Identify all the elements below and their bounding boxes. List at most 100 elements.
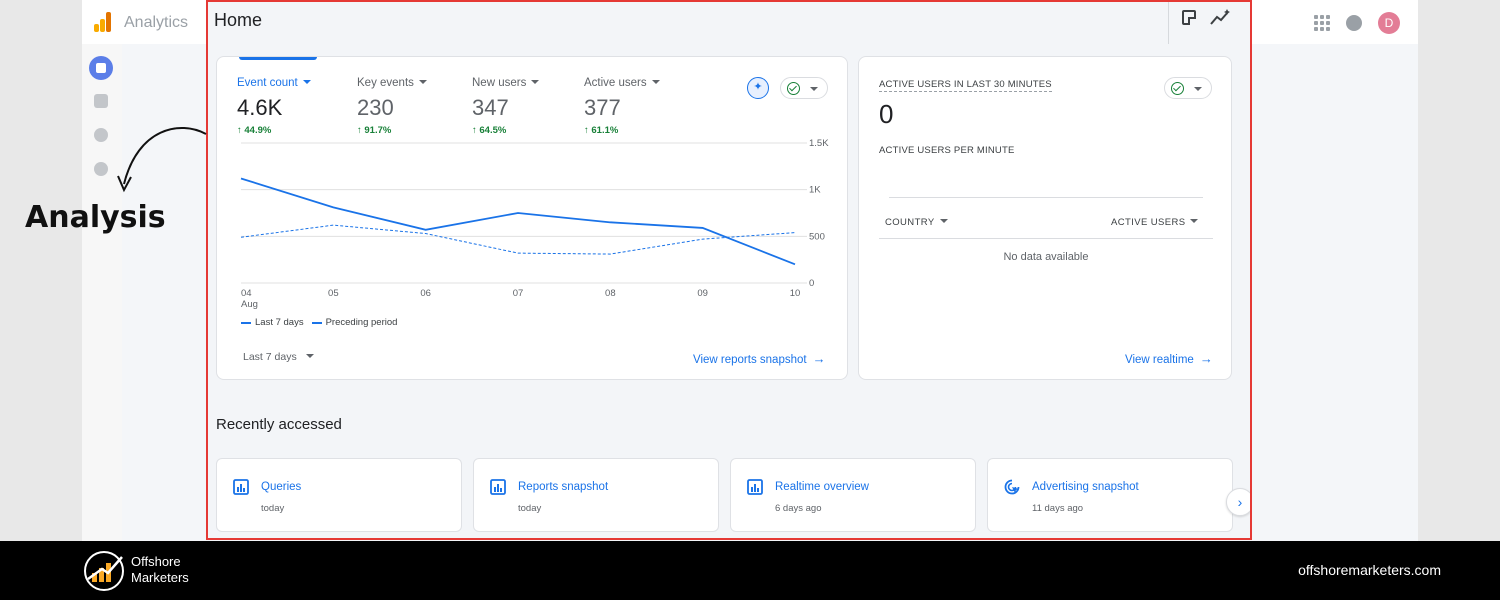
legend-item-current: Last 7 days xyxy=(241,317,304,328)
chevron-down-icon xyxy=(939,219,948,223)
x-tick-label: 08 xyxy=(605,288,616,299)
recently-accessed-title: Recently accessed xyxy=(216,416,342,433)
chevron-down-icon xyxy=(531,80,540,84)
series-line-previous xyxy=(240,224,796,255)
column-label: ACTIVE USERS xyxy=(1111,217,1186,228)
avatar[interactable]: D xyxy=(1378,12,1400,34)
recent-item-name: Realtime overview xyxy=(775,481,869,493)
view-realtime-link[interactable]: View realtime → xyxy=(1125,351,1213,366)
outer-left-margin xyxy=(0,0,82,541)
recent-card-queries[interactable]: Queries today xyxy=(216,458,462,532)
recent-card-reports-snapshot[interactable]: Reports snapshot today xyxy=(473,458,719,532)
left-nav-rail xyxy=(82,44,122,541)
header-divider xyxy=(1168,2,1169,44)
home-highlight-box: Home Event count 4.6K ↑ 44.9% Key events… xyxy=(206,0,1252,540)
x-tick-label: 04 xyxy=(241,288,252,299)
chevron-down-icon xyxy=(305,354,314,358)
metric-new-users[interactable]: New users 347 ↑ 64.5% xyxy=(472,77,540,136)
selected-metric-indicator xyxy=(239,57,317,60)
curved-arrow-icon xyxy=(117,127,207,193)
legend-item-previous: Preceding period xyxy=(311,317,398,328)
metric-event-count[interactable]: Event count 4.6K ↑ 44.9% xyxy=(237,77,311,136)
active-users-column-header[interactable]: ACTIVE USERS xyxy=(1111,217,1199,228)
insights-icon[interactable] xyxy=(1210,8,1232,26)
metric-delta: ↑ 61.1% xyxy=(584,125,619,136)
metric-label: Key events xyxy=(357,77,414,89)
chevron-down-icon xyxy=(810,87,818,91)
note-icon[interactable] xyxy=(1182,10,1196,25)
realtime-minute-chart-baseline xyxy=(889,197,1203,198)
help-icon[interactable] xyxy=(1346,15,1362,31)
bar-chart-icon xyxy=(233,479,249,495)
metric-delta: ↑ 44.9% xyxy=(237,125,272,136)
link-label: View reports snapshot xyxy=(693,354,807,366)
chevron-down-icon xyxy=(1190,219,1199,223)
footer-brand: Offshore Marketers xyxy=(131,554,189,586)
solid-line-swatch xyxy=(241,321,251,324)
metric-label: New users xyxy=(472,77,527,89)
legend-label: Preceding period xyxy=(325,317,398,328)
apps-grid-icon[interactable] xyxy=(1314,15,1330,31)
top-right-icons: D xyxy=(1314,12,1400,34)
x-tick-label: 09 xyxy=(697,288,708,299)
metric-value: 347 xyxy=(472,95,509,120)
x-tick-label: 07 xyxy=(513,288,524,299)
x-tick-label: 06 xyxy=(420,288,431,299)
x-tick-label: 05 xyxy=(328,288,339,299)
recent-item-name: Advertising snapshot xyxy=(1032,481,1139,493)
page-title: Home xyxy=(214,10,263,30)
line-chart: 0 500 1K 1.5K 04 05 06 07 08 09 10 Aug xyxy=(240,138,829,310)
realtime-status-dropdown[interactable] xyxy=(1164,77,1212,99)
metric-delta: ↑ 64.5% xyxy=(472,125,507,136)
recent-card-advertising-snapshot[interactable]: Advertising snapshot 11 days ago xyxy=(987,458,1233,532)
carousel-next-button[interactable]: › xyxy=(1226,488,1250,516)
footer-bar: Offshore Marketers offshoremarketers.com xyxy=(0,541,1500,600)
recent-item-time: today xyxy=(261,503,285,514)
realtime-card: ACTIVE USERS IN LAST 30 MINUTES 0 ACTIVE… xyxy=(858,56,1232,380)
link-label: View realtime xyxy=(1125,354,1194,366)
home-icon[interactable] xyxy=(89,56,113,80)
recent-item-name: Reports snapshot xyxy=(518,481,609,493)
annotation-label: Analysis xyxy=(25,200,166,235)
x-tick-sublabel: Aug xyxy=(241,299,258,310)
recent-item-time: 11 days ago xyxy=(1032,503,1084,514)
recent-card-realtime-overview[interactable]: Realtime overview 6 days ago xyxy=(730,458,976,532)
recent-item-time: 6 days ago xyxy=(775,503,822,514)
x-tick-label: 10 xyxy=(790,288,801,299)
advertising-icon[interactable] xyxy=(94,162,108,176)
country-column-header[interactable]: COUNTRY xyxy=(885,217,948,228)
legend-label: Last 7 days xyxy=(255,317,304,328)
footer-url[interactable]: offshoremarketers.com xyxy=(1298,562,1441,578)
check-circle-icon xyxy=(787,82,800,95)
y-tick-label: 1K xyxy=(809,185,821,196)
metric-value: 377 xyxy=(584,95,621,120)
metric-active-users[interactable]: Active users 377 ↑ 61.1% xyxy=(584,77,660,136)
metric-key-events[interactable]: Key events 230 ↑ 91.7% xyxy=(357,77,427,136)
brand-line-2: Marketers xyxy=(131,570,189,585)
y-tick-label: 1.5K xyxy=(809,138,829,149)
explore-icon[interactable] xyxy=(94,128,108,142)
date-range-dropdown[interactable]: Last 7 days xyxy=(243,351,314,363)
y-tick-label: 500 xyxy=(809,231,825,242)
recent-item-time: today xyxy=(518,503,542,514)
no-data-message: No data available xyxy=(1003,251,1089,263)
recent-item-name: Queries xyxy=(261,481,302,493)
target-cursor-icon xyxy=(1004,479,1020,495)
insights-ai-icon[interactable]: ✦ xyxy=(747,77,769,99)
view-reports-snapshot-link[interactable]: View reports snapshot → xyxy=(693,351,826,366)
check-circle-icon xyxy=(1171,82,1184,95)
realtime-title[interactable]: ACTIVE USERS IN LAST 30 MINUTES xyxy=(879,79,1052,92)
bar-chart-icon xyxy=(747,479,763,495)
bar-chart-icon xyxy=(490,479,506,495)
chart-legend: Last 7 days Preceding period xyxy=(241,317,397,328)
y-tick-label: 0 xyxy=(809,278,814,289)
realtime-value: 0 xyxy=(879,99,894,129)
chevron-down-icon xyxy=(651,80,660,84)
reports-icon[interactable] xyxy=(94,94,108,108)
comparison-status-dropdown[interactable] xyxy=(780,77,828,99)
analytics-logo-icon xyxy=(94,12,112,32)
dashed-line-swatch xyxy=(311,321,322,324)
arrow-right-icon: → xyxy=(1199,351,1213,366)
offshore-marketers-logo-icon xyxy=(84,551,124,591)
metric-delta: ↑ 91.7% xyxy=(357,125,392,136)
